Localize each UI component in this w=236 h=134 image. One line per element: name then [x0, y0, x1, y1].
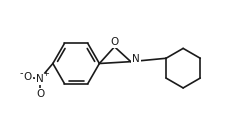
Text: O: O [110, 37, 119, 47]
Text: N: N [36, 74, 44, 84]
Text: -: - [20, 68, 23, 78]
Text: N: N [132, 54, 140, 64]
Text: O: O [36, 89, 44, 99]
Text: +: + [42, 69, 49, 78]
Text: O: O [24, 72, 32, 82]
